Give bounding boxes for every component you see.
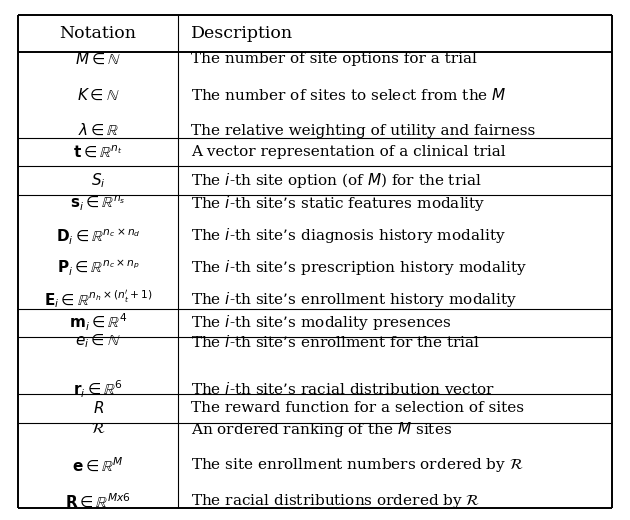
Text: $\mathbf{P}_i \in \mathbb{R}^{n_c \times n_p}$: $\mathbf{P}_i \in \mathbb{R}^{n_c \times… bbox=[57, 257, 140, 278]
Text: The relative weighting of utility and fairness: The relative weighting of utility and fa… bbox=[192, 124, 536, 138]
Text: The reward function for a selection of sites: The reward function for a selection of s… bbox=[192, 401, 524, 415]
Text: The $i$-th site’s racial distribution vector: The $i$-th site’s racial distribution ve… bbox=[192, 382, 495, 397]
Text: $\mathbf{D}_i \in \mathbb{R}^{n_c \times n_d}$: $\mathbf{D}_i \in \mathbb{R}^{n_c \times… bbox=[56, 226, 140, 245]
Text: $K \in \mathbb{N}$: $K \in \mathbb{N}$ bbox=[77, 87, 120, 102]
Text: The $i$-th site’s modality presences: The $i$-th site’s modality presences bbox=[192, 313, 452, 332]
Text: The $i$-th site’s enrollment history modality: The $i$-th site’s enrollment history mod… bbox=[192, 290, 518, 309]
Text: $\mathbf{e} \in \mathbb{R}^{M}$: $\mathbf{e} \in \mathbb{R}^{M}$ bbox=[72, 456, 124, 474]
Text: $e_i \in \mathbb{N}$: $e_i \in \mathbb{N}$ bbox=[76, 333, 121, 350]
Text: The racial distributions ordered by $\mathcal{R}$: The racial distributions ordered by $\ma… bbox=[192, 492, 481, 510]
Text: The number of sites to select from the $M$: The number of sites to select from the $… bbox=[192, 87, 507, 103]
Text: $\mathbf{s}_i \in \mathbb{R}^{n_s}$: $\mathbf{s}_i \in \mathbb{R}^{n_s}$ bbox=[71, 194, 126, 213]
Text: Description: Description bbox=[192, 25, 294, 42]
Text: A vector representation of a clinical trial: A vector representation of a clinical tr… bbox=[192, 145, 506, 159]
Text: $\mathbf{t} \in \mathbb{R}^{n_t}$: $\mathbf{t} \in \mathbb{R}^{n_t}$ bbox=[73, 144, 123, 160]
Text: The $i$-th site option (of $M$) for the trial: The $i$-th site option (of $M$) for the … bbox=[192, 171, 482, 190]
Text: $M \in \mathbb{N}$: $M \in \mathbb{N}$ bbox=[75, 51, 121, 67]
Text: $\mathbf{r}_i \in \mathbb{R}^{6}$: $\mathbf{r}_i \in \mathbb{R}^{6}$ bbox=[73, 379, 123, 400]
Text: $\mathcal{R}$: $\mathcal{R}$ bbox=[91, 422, 105, 436]
Text: $R$: $R$ bbox=[93, 400, 104, 416]
Text: Notation: Notation bbox=[60, 25, 137, 42]
Text: The $i$-th site’s enrollment for the trial: The $i$-th site’s enrollment for the tri… bbox=[192, 333, 481, 349]
Text: $\mathbf{E}_i \in \mathbb{R}^{n_h \times (n_t^{\prime}+1)}$: $\mathbf{E}_i \in \mathbb{R}^{n_h \times… bbox=[43, 289, 152, 310]
Text: The $i$-th site’s prescription history modality: The $i$-th site’s prescription history m… bbox=[192, 258, 527, 277]
Text: The site enrollment numbers ordered by $\mathcal{R}$: The site enrollment numbers ordered by $… bbox=[192, 456, 524, 474]
Text: $S_i$: $S_i$ bbox=[91, 171, 105, 190]
Text: The number of site options for a trial: The number of site options for a trial bbox=[192, 52, 478, 66]
Text: $\mathbf{m}_i \in \mathbb{R}^{4}$: $\mathbf{m}_i \in \mathbb{R}^{4}$ bbox=[69, 312, 127, 333]
Text: An ordered ranking of the $M$ sites: An ordered ranking of the $M$ sites bbox=[192, 420, 452, 439]
Text: The $i$-th site’s diagnosis history modality: The $i$-th site’s diagnosis history moda… bbox=[192, 226, 507, 245]
Text: $\lambda \in \mathbb{R}$: $\lambda \in \mathbb{R}$ bbox=[77, 123, 119, 138]
Text: $\mathbf{R} \in \mathbb{R}^{Mx6}$: $\mathbf{R} \in \mathbb{R}^{Mx6}$ bbox=[65, 492, 131, 510]
Text: The $i$-th site’s static features modality: The $i$-th site’s static features modali… bbox=[192, 194, 486, 213]
